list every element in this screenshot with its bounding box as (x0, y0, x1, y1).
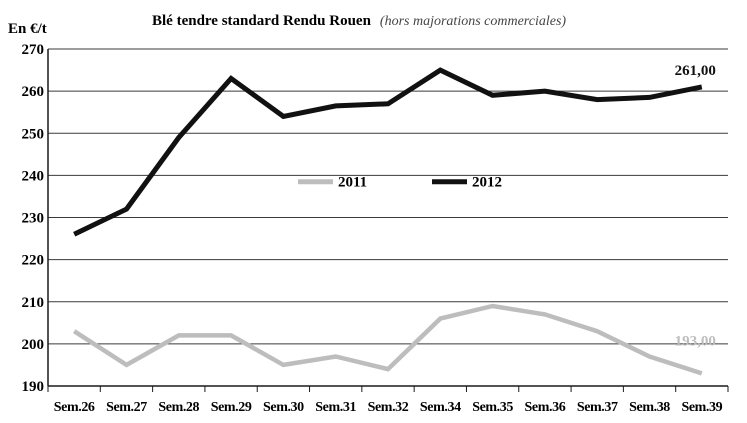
legend: 2011 2012 (298, 175, 502, 191)
x-tick-label: Sem.39 (681, 400, 722, 415)
x-tick-label: Sem.32 (368, 400, 409, 415)
legend-label-2012: 2012 (472, 175, 502, 191)
x-axis-ticks: Sem.26 Sem.27 Sem.28 Sem.29 Sem.30 Sem.31 Sem.… (54, 400, 723, 415)
legend-label-2011: 2011 (338, 175, 367, 191)
end-labels: 261,00 193,00 (675, 63, 716, 349)
x-tick-label: Sem.35 (472, 400, 513, 415)
y-tick-label: 230 (22, 211, 45, 227)
y-axis-ticks: 190 200 210 220 230 240 250 260 270 (22, 42, 45, 395)
x-tick-label: Sem.36 (525, 400, 566, 415)
y-tick-label: 240 (22, 168, 45, 184)
y-tick-label: 270 (22, 42, 45, 58)
x-tick-label: Sem.37 (577, 400, 618, 415)
end-label-2012: 261,00 (675, 63, 716, 79)
series-line-2012 (73, 67, 703, 237)
y-tick-label: 190 (22, 379, 45, 395)
chart-title-main: Blé tendre standard Rendu Rouen (152, 13, 372, 29)
series-line-2011 (72, 303, 703, 376)
x-tick-label: Sem.29 (211, 400, 252, 415)
x-tick-label: Sem.26 (54, 400, 95, 415)
series-lines (72, 67, 703, 376)
chart-subtitle: (hors majorations commerciales) (380, 14, 566, 29)
x-tick-label: Sem.30 (263, 400, 304, 415)
end-label-2011: 193,00 (675, 333, 716, 349)
x-tick-label: Sem.27 (106, 400, 147, 415)
x-tick-label: Sem.38 (629, 400, 670, 415)
y-tick-label: 220 (22, 253, 45, 269)
axes (47, 49, 729, 392)
y-tick-label: 210 (22, 295, 45, 311)
x-tick-label: Sem.28 (158, 400, 199, 415)
x-tick-label: Sem.31 (315, 400, 356, 415)
y-tick-label: 250 (22, 126, 45, 142)
y-tick-label: 200 (22, 337, 45, 353)
x-tick-label: Sem.34 (420, 400, 461, 415)
y-tick-label: 260 (22, 84, 45, 100)
y-axis-unit-label: En €/t (8, 21, 47, 37)
chart-title: Blé tendre standard Rendu Rouen (hors ma… (152, 12, 566, 29)
gridlines (48, 48, 728, 345)
